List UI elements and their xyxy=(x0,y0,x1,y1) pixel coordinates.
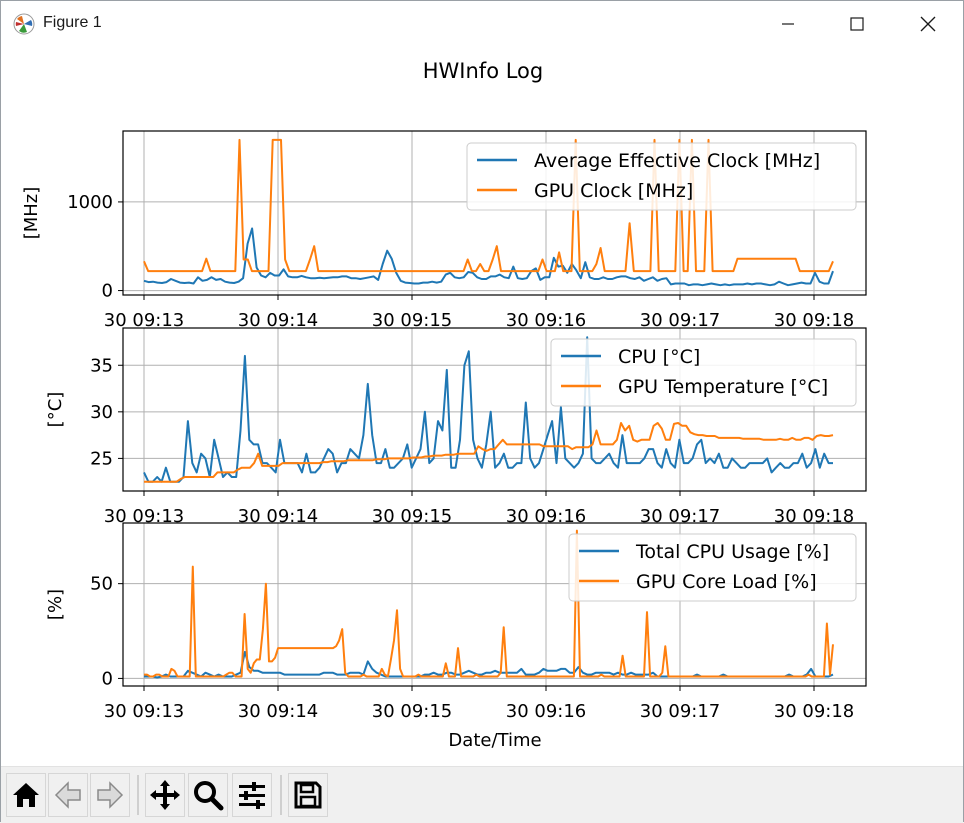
window-title: Figure 1 xyxy=(43,14,102,31)
minimize-icon xyxy=(782,23,794,25)
series-line-1 xyxy=(143,227,834,287)
y-axis-label: [%] xyxy=(45,589,66,620)
x-tick-label: 30 09:14 xyxy=(238,506,319,527)
series-line-2 xyxy=(144,422,834,483)
x-tick-label: 30 09:18 xyxy=(774,701,855,722)
close-button[interactable] xyxy=(905,1,951,47)
zoom-button[interactable] xyxy=(188,773,228,817)
figure-canvas[interactable]: HWInfo Log Date/Time 30 09:13 30 09:14 30 … xyxy=(1,47,963,766)
legend-label: GPU Core Load [%] xyxy=(636,571,817,593)
title-bar[interactable]: Figure 1 xyxy=(1,1,963,47)
configure-subplots-icon xyxy=(239,782,265,809)
x-tick-label: 30 09:14 xyxy=(238,310,319,331)
legend-box xyxy=(550,338,857,407)
pan-button[interactable] xyxy=(145,773,185,817)
x-tick-label: 30 09:13 xyxy=(104,701,185,722)
y-axis-label: [°C] xyxy=(45,392,66,428)
maximize-icon xyxy=(850,17,864,31)
toolbar-separator xyxy=(280,775,282,815)
series-line-2 xyxy=(143,138,834,273)
legend-label: Average Effective Clock [MHz] xyxy=(534,150,820,172)
x-tick-label: 30 09:15 xyxy=(372,701,453,722)
x-tick-label: 30 09:17 xyxy=(640,701,721,722)
configure-subplots-button[interactable] xyxy=(232,773,272,817)
figure-svg[interactable]: HWInfo Log Date/Time 30 09:13 30 09:14 30 … xyxy=(1,47,963,766)
x-tick-label: 30 09:16 xyxy=(506,701,587,722)
y-tick-label: 50 xyxy=(90,574,113,595)
legend-label: GPU Clock [MHz] xyxy=(534,180,693,202)
subplot-1[interactable]: 30 09:13 30 09:14 30 09:15 30 09:16 30 09:17… xyxy=(21,130,867,331)
x-tick-label: 30 09:16 xyxy=(506,506,587,527)
y-axis-label: [MHz] xyxy=(21,187,42,240)
legend-label: GPU Temperature [°C] xyxy=(618,376,828,398)
back-icon xyxy=(54,781,81,809)
y-tick-label: 1000 xyxy=(67,192,113,213)
minimize-button[interactable] xyxy=(765,1,811,47)
home-button[interactable] xyxy=(6,773,46,817)
x-tick-label: 30 09:13 xyxy=(104,310,185,331)
legend-box xyxy=(568,533,857,602)
save-button[interactable] xyxy=(288,773,328,817)
pan-icon xyxy=(150,780,180,810)
figure-title: HWInfo Log xyxy=(423,59,543,83)
save-icon xyxy=(294,781,322,809)
x-tick-label: 30 09:16 xyxy=(506,310,587,331)
toolbar-separator xyxy=(137,775,139,815)
x-tick-label: 30 09:15 xyxy=(372,506,453,527)
legend: Average Effective Clock [MHz] GPU Clock [… xyxy=(466,142,857,211)
home-icon xyxy=(13,783,39,807)
axes-frame xyxy=(122,522,867,687)
x-tick-label: 30 09:15 xyxy=(372,310,453,331)
axes-frame xyxy=(122,130,867,296)
forward-button[interactable] xyxy=(90,773,130,817)
matplotlib-app-icon xyxy=(13,13,35,35)
y-tick-label: 0 xyxy=(102,668,113,689)
legend-box xyxy=(466,142,857,211)
x-tick-label: 30 09:18 xyxy=(774,310,855,331)
navigation-toolbar xyxy=(1,766,963,823)
forward-icon xyxy=(97,781,124,809)
subplot-3[interactable]: 30 09:13 30 09:14 30 09:15 30 09:16 30 09:17… xyxy=(45,522,867,722)
x-tick-label: 30 09:13 xyxy=(104,506,185,527)
subplot-2[interactable]: 30 09:13 30 09:14 30 09:15 30 09:16 30 09:17… xyxy=(45,327,867,527)
legend-label: CPU [°C] xyxy=(618,346,700,368)
y-tick-label: 0 xyxy=(102,281,113,302)
zoom-icon xyxy=(194,781,224,811)
close-icon xyxy=(920,16,936,32)
maximize-button[interactable] xyxy=(834,1,880,47)
legend-label: Total CPU Usage [%] xyxy=(635,541,829,563)
legend: CPU [°C] GPU Temperature [°C] xyxy=(550,338,857,407)
back-button[interactable] xyxy=(48,773,88,817)
x-tick-label: 30 09:17 xyxy=(640,310,721,331)
axes-frame xyxy=(122,327,867,492)
y-tick-label: 25 xyxy=(90,448,113,469)
y-tick-label: 35 xyxy=(90,355,113,376)
x-tick-label: 30 09:17 xyxy=(640,506,721,527)
x-axis-label: Date/Time xyxy=(448,730,541,751)
series-line-1 xyxy=(143,336,833,483)
series-line-2 xyxy=(144,529,834,678)
x-tick-label: 30 09:14 xyxy=(238,701,319,722)
y-tick-label: 30 xyxy=(90,402,113,423)
x-tick-label: 30 09:18 xyxy=(774,506,855,527)
legend: Total CPU Usage [%] GPU Core Load [%] xyxy=(568,533,857,602)
